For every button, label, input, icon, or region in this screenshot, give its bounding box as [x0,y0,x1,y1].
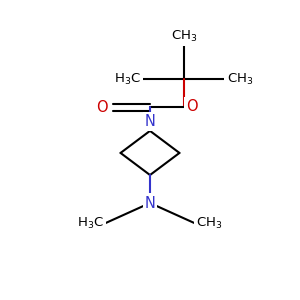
Text: CH$_3$: CH$_3$ [196,216,222,231]
Text: H$_3$C: H$_3$C [114,72,141,87]
Text: O: O [186,99,198,114]
Text: O: O [96,100,108,115]
Text: N: N [145,196,155,211]
Text: CH$_3$: CH$_3$ [171,29,197,44]
Text: N: N [145,114,155,129]
Text: CH$_3$: CH$_3$ [226,72,253,87]
Text: H$_3$C: H$_3$C [77,216,104,231]
